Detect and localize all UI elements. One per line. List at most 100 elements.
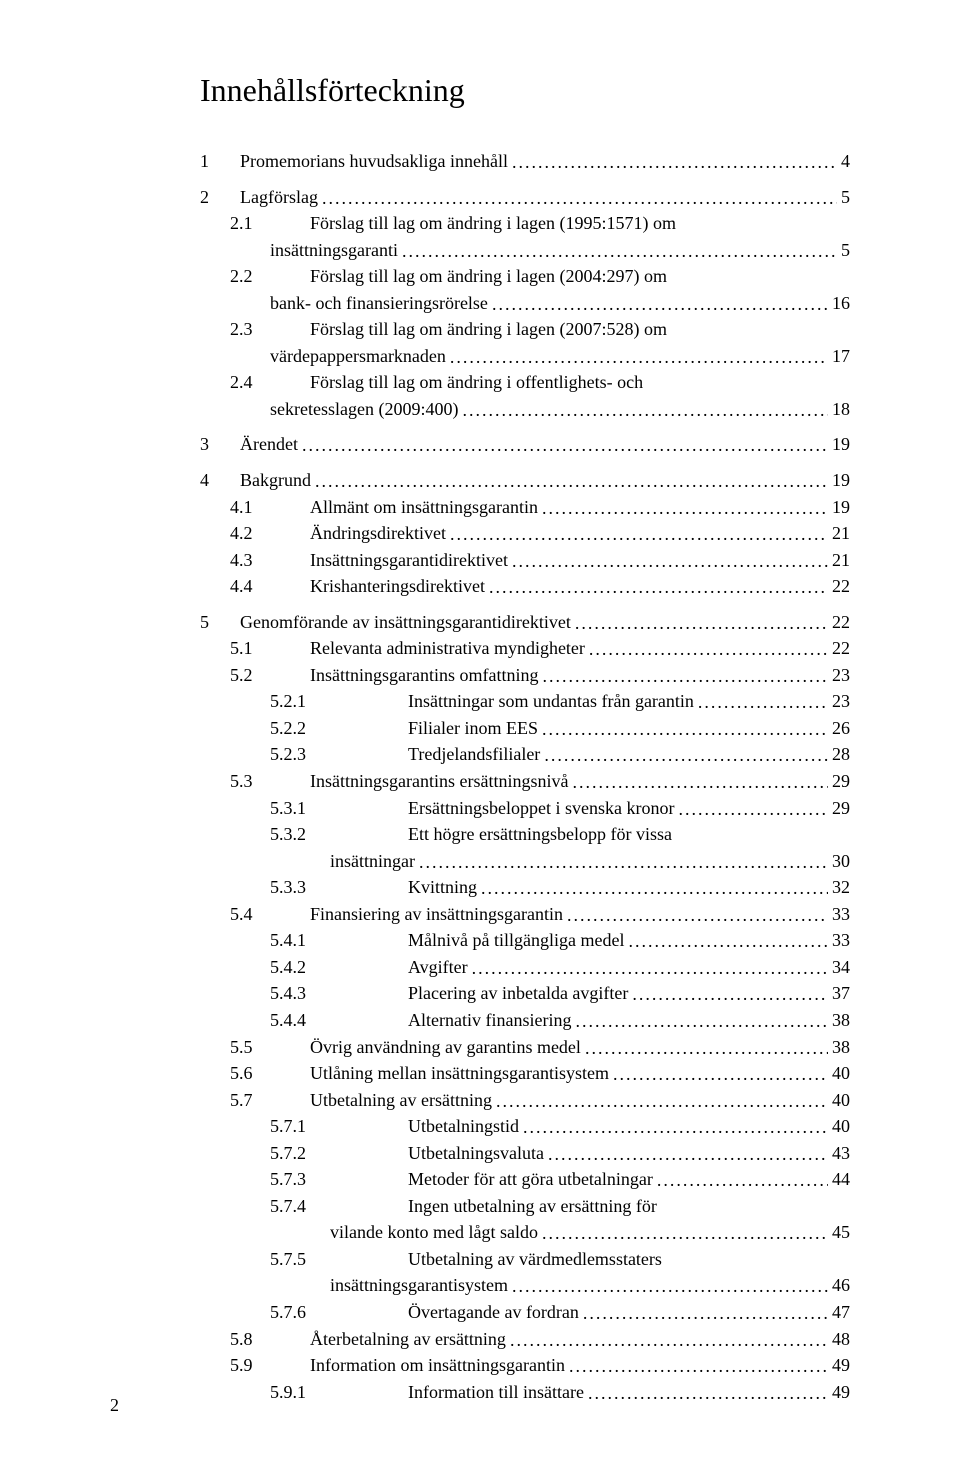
toc-number: 5.9: [200, 1353, 310, 1379]
toc-text: Utbetalning av ersättning: [310, 1088, 492, 1114]
toc-entry: 5.6Utlåning mellan insättningsgarantisys…: [200, 1061, 850, 1087]
toc-entry: 5.7.6Övertagande av fordran47: [200, 1300, 850, 1326]
toc-title: Innehållsförteckning: [200, 72, 850, 109]
toc-entry: 4Bakgrund19: [200, 468, 850, 494]
toc-number: 5.3: [200, 769, 310, 795]
toc-number: 5.5: [200, 1035, 310, 1061]
toc-page: 22: [828, 610, 850, 636]
toc-leader: [571, 611, 828, 637]
toc-leader: [398, 239, 837, 265]
toc-leader: [477, 876, 828, 902]
toc-leader: [653, 1168, 828, 1194]
toc-page: 46: [828, 1273, 850, 1299]
toc-number: 5.7.6: [200, 1300, 408, 1326]
toc-leader: [581, 1036, 828, 1062]
toc-page: 19: [828, 495, 850, 521]
toc-leader: [506, 1328, 828, 1354]
toc-entry: 5.8Återbetalning av ersättning48: [200, 1327, 850, 1353]
toc-leader: [458, 398, 828, 424]
toc-entry: 5.4.1Målnivå på tillgängliga medel33: [200, 928, 850, 954]
toc-leader: [571, 1009, 828, 1035]
toc-number: 2.4: [200, 370, 310, 396]
toc-entry: 2.1Förslag till lag om ändring i lagen (…: [200, 211, 850, 237]
toc-number: 4: [200, 468, 240, 494]
toc-text: Tredjelandsfilialer: [408, 742, 540, 768]
toc-page: 5: [837, 238, 850, 264]
toc-page: 48: [828, 1327, 850, 1353]
toc-number: 5.3.3: [200, 875, 408, 901]
toc-number: 5.4.3: [200, 981, 408, 1007]
toc-text: Ärendet: [240, 432, 298, 458]
toc-entry: 5.9Information om insättningsgarantin49: [200, 1353, 850, 1379]
toc-page: 26: [828, 716, 850, 742]
toc-entry: vilande konto med lågt saldo45: [200, 1220, 850, 1246]
toc-text: Promemorians huvudsakliga innehåll: [240, 149, 508, 175]
toc-leader: [584, 1381, 828, 1407]
toc-number: 5: [200, 610, 240, 636]
toc-number: 5.3.2: [200, 822, 408, 848]
toc-leader: [585, 637, 828, 663]
toc-leader: [563, 903, 828, 929]
toc-entry: 5.2.2Filialer inom EES26: [200, 716, 850, 742]
toc-number: 5.4: [200, 902, 310, 928]
toc-entry: 4.1Allmänt om insättningsgarantin19: [200, 495, 850, 521]
toc-entry: 5.4Finansiering av insättningsgarantin33: [200, 902, 850, 928]
toc-text: insättningsgarantisystem: [200, 1273, 508, 1299]
toc-page: 16: [828, 291, 850, 317]
toc-text: Kvittning: [408, 875, 477, 901]
toc-number: 5.6: [200, 1061, 310, 1087]
toc-page: 33: [828, 928, 850, 954]
toc-number: 5.7.3: [200, 1167, 408, 1193]
toc-page: 40: [828, 1061, 850, 1087]
toc-text: Förslag till lag om ändring i lagen (200…: [310, 264, 667, 290]
toc-number: 5.3.1: [200, 796, 408, 822]
toc-entry: 5.4.2Avgifter34: [200, 955, 850, 981]
toc-leader: [694, 690, 828, 716]
toc-text: Ersättningsbeloppet i svenska kronor: [408, 796, 674, 822]
toc-page: 37: [828, 981, 850, 1007]
toc-entry: 5Genomförande av insättningsgarantidirek…: [200, 610, 850, 636]
toc-leader: [628, 982, 828, 1008]
toc-leader: [609, 1062, 828, 1088]
toc-page: 28: [828, 742, 850, 768]
toc-page: 22: [828, 636, 850, 662]
toc-entry: 3Ärendet19: [200, 432, 850, 458]
toc-entry: 4.3Insättningsgarantidirektivet21: [200, 548, 850, 574]
toc-text: Filialer inom EES: [408, 716, 538, 742]
toc-text: Återbetalning av ersättning: [310, 1327, 506, 1353]
toc-page: 34: [828, 955, 850, 981]
toc-page: 32: [828, 875, 850, 901]
toc-entry: 5.3.1Ersättningsbeloppet i svenska krono…: [200, 796, 850, 822]
toc-number: 2.2: [200, 264, 310, 290]
toc-text: Ändringsdirektivet: [310, 521, 446, 547]
toc-entry: 5.5Övrig användning av garantins medel38: [200, 1035, 850, 1061]
toc-entry: 2.4Förslag till lag om ändring i offentl…: [200, 370, 850, 396]
toc-number: 2.3: [200, 317, 310, 343]
toc-text: Utbetalning av värdmedlemsstaters: [408, 1247, 662, 1273]
toc-entry: insättningar30: [200, 849, 850, 875]
toc-number: 5.2.3: [200, 742, 408, 768]
toc-entry: 5.4.3Placering av inbetalda avgifter37: [200, 981, 850, 1007]
toc-entry: 2.2Förslag till lag om ändring i lagen (…: [200, 264, 850, 290]
toc-number: 5.7.2: [200, 1141, 408, 1167]
toc-page: 44: [828, 1167, 850, 1193]
toc-number: 5.1: [200, 636, 310, 662]
toc-page: 18: [828, 397, 850, 423]
toc-text: Förslag till lag om ändring i lagen (199…: [310, 211, 676, 237]
page-number: 2: [110, 1395, 119, 1416]
toc-number: 5.7.4: [200, 1194, 408, 1220]
toc-leader: [508, 150, 837, 176]
toc-page: 23: [828, 689, 850, 715]
toc-entry: 5.1Relevanta administrativa myndigheter2…: [200, 636, 850, 662]
toc-leader: [415, 850, 828, 876]
toc-number: 4.3: [200, 548, 310, 574]
toc-entry: 5.7.1Utbetalningstid40: [200, 1114, 850, 1140]
toc-list: 1Promemorians huvudsakliga innehåll42Lag…: [200, 149, 850, 1405]
toc-number: 4.1: [200, 495, 310, 521]
toc-text: Ett högre ersättningsbelopp för vissa: [408, 822, 672, 848]
toc-leader: [565, 1354, 828, 1380]
toc-page: 19: [828, 468, 850, 494]
toc-page: 23: [828, 663, 850, 689]
toc-number: 5.7: [200, 1088, 310, 1114]
toc-page: 4: [837, 149, 850, 175]
